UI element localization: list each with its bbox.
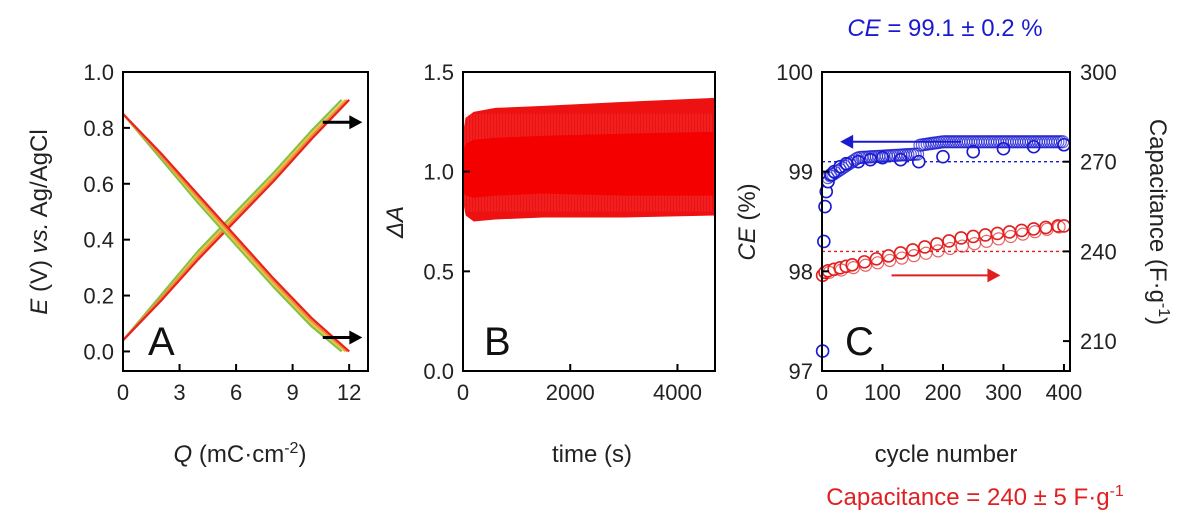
panel-a-xtick-label-0: 0: [117, 380, 129, 405]
capacitance-point: [954, 231, 968, 245]
panel-c-arrow-0-head: [840, 134, 854, 149]
panel-c-ytick-label-2: 99: [789, 160, 813, 185]
panel-a-xtick-label-3: 9: [286, 380, 298, 405]
panel-c-points: [815, 135, 1071, 358]
ce-annotation: CE = 99.1 ± 0.2 %: [847, 15, 1042, 42]
panel-a-ytick-label-1: 0.2: [83, 284, 114, 309]
panel-a-curve-7: [122, 113, 350, 353]
panel-c-xtick-label-2: 200: [925, 380, 962, 405]
panel-c-y2tick-label-3: 300: [1080, 60, 1117, 85]
panel-b-xtick-label-2: 4000: [653, 380, 702, 405]
panel-b-letter: B: [484, 320, 511, 364]
panel-a-xlabel: Q (mC·cm-2): [174, 440, 307, 468]
panel-c-reference-lines: [822, 160, 1070, 253]
panel-a-ytick-label-4: 0.8: [83, 116, 114, 141]
panel-a-ticks: 0 3 6 9 12 0.0 0.2 0.4 0.6 0.8 1.0: [83, 60, 361, 405]
panel-b-ytick-label-3: 1.5: [423, 60, 454, 85]
panel-c-ylabel: CE (%): [734, 183, 761, 260]
panel-a-xtick-label-2: 6: [230, 380, 242, 405]
panel-a-arrows: [322, 115, 363, 345]
panel-b-ytick-label-0: 0.0: [423, 359, 454, 384]
panel-c-ytick-label-0: 97: [789, 359, 813, 384]
panel-b-ytick-label-1: 0.5: [423, 259, 454, 284]
panel-b-ytick-label-2: 1.0: [423, 160, 454, 185]
panel-a-curve-0: [122, 99, 343, 342]
panel-b-band-core: [463, 131, 715, 198]
panel-a-ytick-label-5: 1.0: [83, 60, 114, 85]
panel-a-curves: [122, 99, 350, 353]
ce-point: [1056, 135, 1070, 149]
panel-c-ytick-label-3: 100: [776, 60, 813, 85]
ce-point: [817, 234, 831, 249]
panel-c-letter: C: [845, 320, 874, 364]
panel-a-curve-6: [122, 113, 349, 353]
panel-c-ticks: 0 100 200 300 400 97 98 99 100 210 240 270 300: [776, 60, 1116, 405]
panel-a-arrow-1-head: [349, 330, 363, 345]
panel-a-curve-3: [122, 99, 350, 342]
panel-a-ytick-label-3: 0.6: [83, 172, 114, 197]
panel-c-y2tick-label-0: 210: [1080, 329, 1117, 354]
panel-a-ytick-label-0: 0.0: [83, 339, 114, 364]
panel-c-arrow-1-head: [987, 268, 1001, 283]
ce-point: [818, 199, 832, 214]
panel-b-ticks: 0 2000 4000 0.0 0.5 1.0 1.5: [423, 60, 702, 405]
panel-c-xlabel: cycle number: [875, 441, 1018, 468]
panel-c-ytick-label-1: 98: [789, 259, 813, 284]
panel-b: 0 2000 4000 0.0 0.5 1.0 1.5 B time (s) ΔA: [382, 60, 716, 468]
panel-b-ylabel: ΔA: [382, 206, 409, 239]
panel-c-y2tick-label-1: 240: [1080, 239, 1117, 264]
panel-c-frame: [821, 71, 1071, 372]
panel-c-xtick-label-0: 0: [816, 380, 828, 405]
panel-a: 0 3 6 9 12 0.0 0.2 0.4 0.6 0.8 1.0 A Q (mC·cm-2) E…: [26, 60, 369, 468]
panel-a-curve-4: [122, 113, 343, 353]
panel-b-xtick-label-0: 0: [457, 380, 469, 405]
panel-b-xlabel: time (s): [552, 441, 632, 468]
panel-b-xtick-label-1: 2000: [546, 380, 595, 405]
panel-a-curve-2: [122, 99, 349, 342]
panel-b-frame: [462, 71, 716, 372]
panel-c-xtick-label-4: 400: [1046, 380, 1083, 405]
panel-c-arrows: [840, 134, 1001, 283]
panel-c-y2label: Capacitance (F·g-1): [1144, 119, 1172, 325]
panel-c-y2tick-label-2: 270: [1080, 150, 1117, 175]
panel-a-ytick-label-2: 0.4: [83, 228, 114, 253]
panel-a-ylabel: E (V) vs. Ag/AgCl: [26, 129, 53, 314]
panel-a-arrow-0-head: [349, 115, 363, 130]
panel-c-xtick-label-1: 100: [864, 380, 901, 405]
panel-b-band: [463, 97, 715, 222]
panel-c-xtick-label-3: 300: [985, 380, 1022, 405]
ce-point: [936, 149, 950, 164]
panel-a-xtick-label-1: 3: [173, 380, 185, 405]
panel-a-xtick-label-4: 12: [337, 380, 361, 405]
panel-a-frame: [122, 71, 369, 372]
panel-a-letter: A: [148, 320, 175, 364]
panel-c: 0 100 200 300 400 97 98 99 100 210 240 270 300 C cyc…: [734, 15, 1172, 511]
capacitance-point: [1052, 220, 1066, 234]
capacitance-annotation: Capacitance = 240 ± 5 F·g-1: [826, 483, 1124, 511]
